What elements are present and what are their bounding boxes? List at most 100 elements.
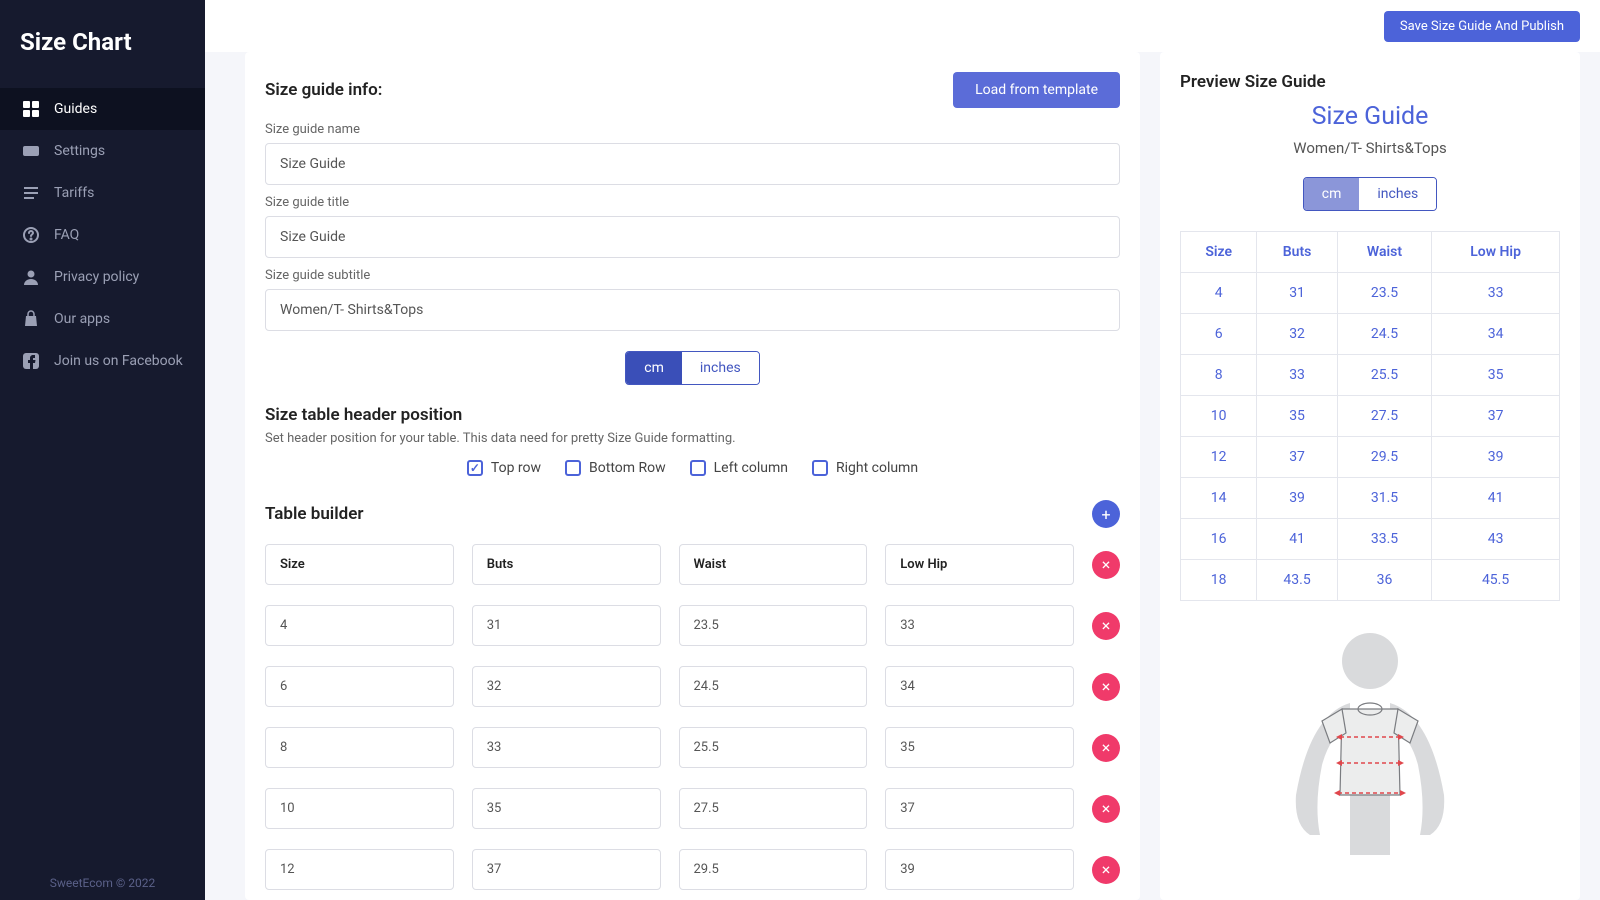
preview-panel-title: Preview Size Guide [1180, 72, 1560, 92]
size-figure [1180, 625, 1560, 855]
preview-cell: 4 [1181, 273, 1257, 314]
table-cell-input[interactable] [885, 788, 1074, 829]
checkbox-icon [565, 460, 581, 476]
info-title: Size guide info: [265, 80, 382, 100]
preview-cell: 16 [1181, 519, 1257, 560]
table-cell-input[interactable] [472, 849, 661, 890]
checkbox-label: Top row [491, 460, 541, 476]
delete-row-button[interactable]: × [1092, 795, 1120, 823]
sidebar-item-our-apps[interactable]: Our apps [0, 298, 205, 340]
editor-panel: Size guide info: Load from template Size… [245, 52, 1140, 900]
preview-cell: 39 [1257, 478, 1337, 519]
table-row: × [265, 727, 1120, 768]
table-cell-input[interactable] [265, 727, 454, 768]
preview-row: 143931.541 [1181, 478, 1560, 519]
preview-cell: 10 [1181, 396, 1257, 437]
sidebar: Size Chart Guides Settings Tariffs FAQ Priva… [0, 0, 205, 900]
table-cell-input[interactable] [679, 544, 868, 585]
checkbox-icon [812, 460, 828, 476]
name-input[interactable] [265, 143, 1120, 185]
sidebar-item-faq[interactable]: FAQ [0, 214, 205, 256]
table-cell-input[interactable] [885, 666, 1074, 707]
preview-cell: 43.5 [1257, 560, 1337, 601]
sidebar-item-guides[interactable]: Guides [0, 88, 205, 130]
table-cell-input[interactable] [472, 727, 661, 768]
preview-cell: 41 [1257, 519, 1337, 560]
preview-th: Size [1181, 232, 1257, 273]
table-cell-input[interactable] [265, 849, 454, 890]
delete-row-button[interactable]: × [1092, 673, 1120, 701]
delete-row-button[interactable]: × [1092, 612, 1120, 640]
subtitle-label: Size guide subtitle [265, 268, 1120, 283]
checkbox-label: Right column [836, 460, 918, 476]
unit-cm-button[interactable]: cm [626, 352, 682, 384]
load-template-button[interactable]: Load from template [953, 72, 1120, 108]
table-cell-input[interactable] [679, 605, 868, 646]
table-cell-input[interactable] [265, 544, 454, 585]
sidebar-item-join-us-on-facebook[interactable]: Join us on Facebook [0, 340, 205, 382]
delete-row-button[interactable]: × [1092, 551, 1120, 579]
table-cell-input[interactable] [472, 788, 661, 829]
table-cell-input[interactable] [265, 788, 454, 829]
preview-row: 103527.537 [1181, 396, 1560, 437]
sidebar-item-label: Privacy policy [54, 269, 139, 285]
preview-cell: 24.5 [1337, 314, 1431, 355]
sidebar-item-settings[interactable]: Settings [0, 130, 205, 172]
table-cell-input[interactable] [472, 605, 661, 646]
table-cell-input[interactable] [679, 666, 868, 707]
table-cell-input[interactable] [472, 544, 661, 585]
preview-table: SizeButsWaistLow Hip43123.53363224.53483… [1180, 231, 1560, 601]
preview-cell: 34 [1432, 314, 1560, 355]
checkbox-left-column[interactable]: Left column [690, 460, 788, 476]
table-cell-input[interactable] [679, 788, 868, 829]
sidebar-item-label: Tariffs [54, 185, 94, 201]
title-input[interactable] [265, 216, 1120, 258]
user-icon [22, 268, 40, 286]
preview-title: Size Guide [1180, 102, 1560, 131]
card-icon [22, 142, 40, 160]
delete-row-button[interactable]: × [1092, 856, 1120, 884]
table-cell-input[interactable] [679, 849, 868, 890]
preview-cell: 8 [1181, 355, 1257, 396]
add-row-button[interactable]: + [1092, 500, 1120, 528]
checkbox-right-column[interactable]: Right column [812, 460, 918, 476]
save-publish-button[interactable]: Save Size Guide And Publish [1384, 11, 1580, 42]
table-cell-input[interactable] [265, 666, 454, 707]
table-cell-input[interactable] [885, 544, 1074, 585]
preview-row: 63224.534 [1181, 314, 1560, 355]
table-row: × [265, 666, 1120, 707]
table-cell-input[interactable] [472, 666, 661, 707]
preview-cell: 43 [1432, 519, 1560, 560]
preview-cell: 35 [1257, 396, 1337, 437]
preview-cell: 39 [1432, 437, 1560, 478]
app-title: Size Chart [0, 0, 205, 76]
title-label: Size guide title [265, 195, 1120, 210]
table-cell-input[interactable] [265, 605, 454, 646]
lines-icon [22, 184, 40, 202]
checkbox-top-row[interactable]: Top row [467, 460, 541, 476]
checkbox-icon [467, 460, 483, 476]
sidebar-item-tariffs[interactable]: Tariffs [0, 172, 205, 214]
sidebar-item-label: Our apps [54, 311, 110, 327]
delete-row-button[interactable]: × [1092, 734, 1120, 762]
subtitle-input[interactable] [265, 289, 1120, 331]
grid-icon [22, 100, 40, 118]
sidebar-item-label: FAQ [54, 227, 79, 243]
sidebar-item-privacy-policy[interactable]: Privacy policy [0, 256, 205, 298]
preview-unit-cm-button[interactable]: cm [1304, 178, 1360, 210]
header-pos-options: Top row Bottom Row Left column Right column [265, 460, 1120, 476]
unit-inches-button[interactable]: inches [682, 352, 759, 384]
preview-cell: 31.5 [1337, 478, 1431, 519]
preview-unit-inches-button[interactable]: inches [1359, 178, 1436, 210]
unit-toggle: cm inches [265, 351, 1120, 385]
bag-icon [22, 310, 40, 328]
builder-rows: ××××××× [265, 544, 1120, 900]
table-cell-input[interactable] [885, 849, 1074, 890]
checkbox-bottom-row[interactable]: Bottom Row [565, 460, 666, 476]
table-row: × [265, 788, 1120, 829]
table-cell-input[interactable] [679, 727, 868, 768]
header-pos-title: Size table header position [265, 405, 1120, 425]
table-cell-input[interactable] [885, 727, 1074, 768]
sidebar-item-label: Settings [54, 143, 105, 159]
table-cell-input[interactable] [885, 605, 1074, 646]
